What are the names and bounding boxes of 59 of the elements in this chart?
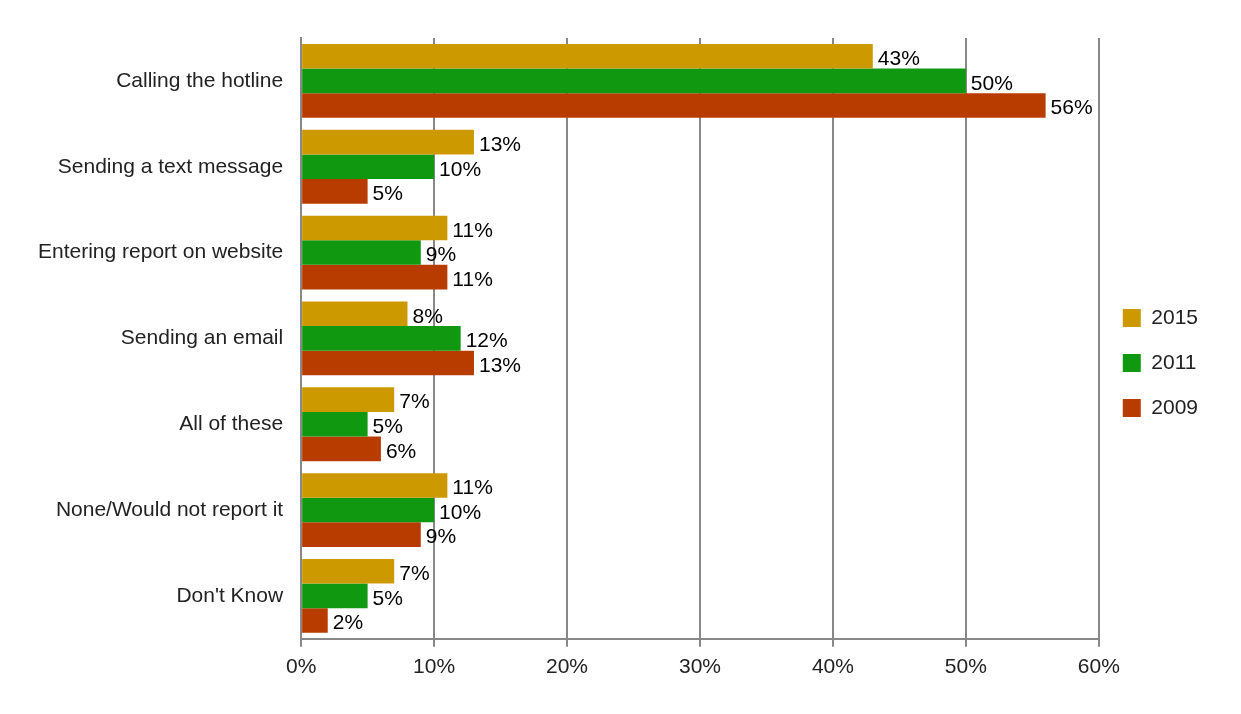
legend-label: 2011 bbox=[1151, 349, 1197, 373]
bar bbox=[302, 473, 448, 498]
data-label: 50% bbox=[970, 70, 1013, 94]
bar bbox=[302, 240, 421, 265]
bar bbox=[302, 215, 448, 241]
data-label: 13% bbox=[478, 352, 521, 376]
data-label: 5% bbox=[372, 585, 403, 609]
y-tick-label: None/Would not report it bbox=[55, 496, 284, 520]
data-label: 56% bbox=[1050, 95, 1093, 119]
data-label: 11% bbox=[452, 217, 493, 241]
y-tick-label: Entering report on website bbox=[38, 239, 284, 263]
bar bbox=[302, 154, 435, 180]
data-label: 7% bbox=[399, 389, 430, 413]
x-tick-label: 40% bbox=[811, 654, 854, 678]
bar bbox=[302, 68, 966, 94]
data-label: 9% bbox=[425, 524, 457, 548]
data-label: 5% bbox=[372, 181, 403, 205]
y-tick-label: All of these bbox=[179, 411, 284, 435]
data-label: 11% bbox=[452, 266, 493, 290]
bar bbox=[302, 129, 474, 155]
data-label: 6% bbox=[385, 438, 417, 462]
y-tick-label: Sending a text message bbox=[57, 153, 284, 177]
data-label: 9% bbox=[425, 242, 457, 266]
bar bbox=[302, 583, 368, 609]
data-label: 5% bbox=[372, 414, 403, 438]
data-label: 2% bbox=[332, 610, 364, 634]
bar bbox=[302, 497, 435, 523]
bar bbox=[302, 558, 395, 584]
data-label: 43% bbox=[877, 46, 920, 70]
bar bbox=[302, 93, 1046, 118]
y-tick-label: Calling the hotline bbox=[116, 67, 284, 91]
data-label: 10% bbox=[439, 499, 482, 523]
data-label: 12% bbox=[465, 328, 508, 352]
bar bbox=[302, 179, 368, 204]
x-tick-label: 50% bbox=[944, 654, 987, 678]
data-label: 7% bbox=[399, 561, 430, 585]
bar bbox=[302, 436, 381, 462]
x-tick-label: 10% bbox=[413, 654, 456, 678]
legend-label: 2009 bbox=[1151, 394, 1198, 418]
legend-label: 2015 bbox=[1151, 304, 1198, 328]
data-label: 10% bbox=[439, 156, 482, 180]
x-tick-label: 20% bbox=[546, 654, 589, 678]
data-label: 8% bbox=[412, 303, 443, 327]
bar bbox=[302, 301, 408, 327]
y-tick-label: Sending an email bbox=[120, 325, 284, 349]
y-tick-label: Don't Know bbox=[176, 582, 284, 606]
bar bbox=[302, 387, 395, 412]
bar bbox=[302, 326, 461, 351]
bar bbox=[302, 264, 448, 290]
data-label: 11% bbox=[452, 475, 493, 499]
bar bbox=[302, 522, 421, 547]
bar bbox=[302, 44, 873, 69]
x-tick-label: 60% bbox=[1077, 654, 1120, 678]
bar bbox=[302, 608, 328, 633]
data-label: 13% bbox=[478, 131, 521, 155]
x-tick-label: 30% bbox=[678, 654, 721, 678]
bar bbox=[302, 350, 474, 376]
bar bbox=[302, 411, 368, 437]
x-tick-label: 0% bbox=[285, 654, 317, 678]
